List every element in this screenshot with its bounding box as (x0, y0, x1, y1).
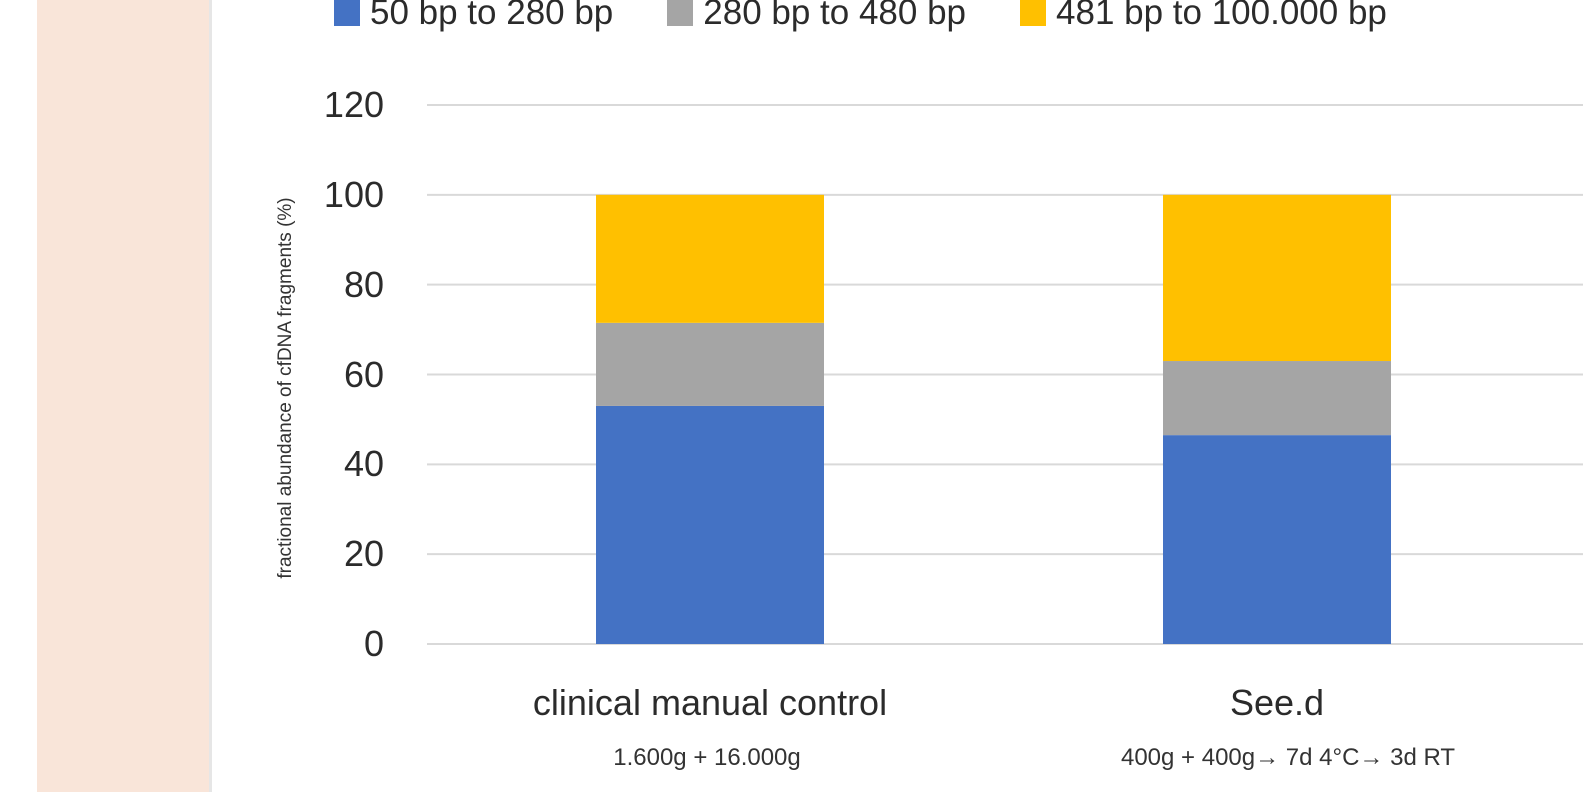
y-tick-label-80: 80 (343, 263, 384, 305)
y-tick-label-60: 60 (343, 353, 384, 395)
bar-segment-2-2 (1163, 361, 1391, 436)
legend-item-short: 50 bp to 280 bp (334, 0, 613, 33)
bar-segment-1-1 (596, 405, 824, 644)
y-tick-label-120: 120 (323, 84, 384, 125)
category-sublabel-control: 1.600g + 16.000g (613, 744, 801, 771)
category-label-seed: See.d (1229, 682, 1325, 723)
y-tick-label-0: 0 (363, 623, 384, 664)
y-tick-label-20: 20 (343, 533, 384, 575)
bar-segment-2-3 (1163, 194, 1391, 362)
legend-label-long: 481 bp to 100.000 bp (1056, 0, 1387, 32)
legend-swatch-blue (334, 0, 360, 26)
y-axis-label: fractional abundance of cfDNA fragments … (275, 197, 296, 579)
y-tick-label-40: 40 (343, 443, 384, 485)
bar-segment-1-2 (596, 322, 824, 406)
legend-label-short: 50 bp to 280 bp (370, 0, 614, 32)
category-sublabel-seed: 400g + 400g→ 7d 4°C→ 3d RT (1120, 744, 1456, 771)
legend-item-long: 481 bp to 100.000 bp (1020, 0, 1387, 33)
legend-label-medium: 280 bp to 480 bp (703, 0, 967, 32)
chart-legend: 50 bp to 280 bp 280 bp to 480 bp 481 bp … (334, 0, 1387, 38)
legend-item-medium: 280 bp to 480 bp (667, 0, 966, 33)
bar-segment-1-3 (596, 194, 824, 323)
category-label-control: clinical manual control (532, 682, 888, 723)
left-side-panel (37, 0, 209, 792)
panel-divider (209, 0, 212, 792)
bar-segment-2-1 (1163, 435, 1391, 644)
y-tick-label-100: 100 (323, 173, 384, 215)
legend-swatch-gray (667, 0, 694, 26)
legend-swatch-yellow (1020, 0, 1047, 26)
